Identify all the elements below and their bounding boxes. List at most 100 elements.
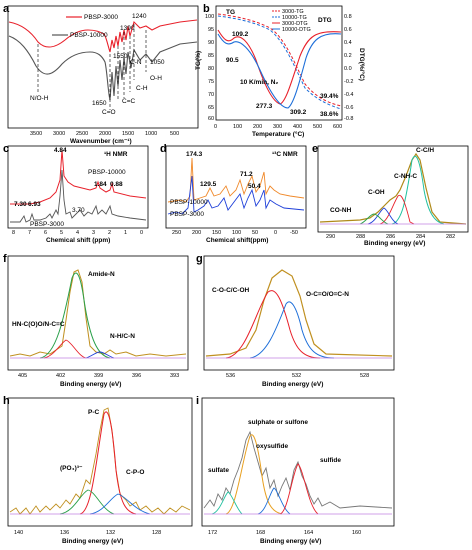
ann-ocooc: O-C=O/O=C-N [306,291,349,298]
panel-e-label: e [312,143,318,155]
ann-co: C=O [102,109,116,116]
svg-text:288: 288 [356,234,365,240]
svg-text:3: 3 [92,230,95,236]
panel-b-label: b [203,3,210,15]
p2p-data [9,407,191,515]
s2p-fit-sulfide [279,463,319,515]
panel-e: e C-C/H C-NH-C C-OH CO-NH 290 288 286 28… [312,143,469,247]
n1s-fit-amide [39,272,111,359]
panel-c-frame [7,145,149,229]
svg-text:75: 75 [208,79,214,85]
ann-oh: O-H [150,75,162,82]
svg-text:2: 2 [108,230,111,236]
ann-309: 309.2 [290,109,307,116]
panel-b-frame [215,5,343,121]
n1s-fit-hnc [43,339,87,359]
panel-b-xlabel: Temperature (°C) [252,130,304,138]
panel-a-label: a [3,3,10,15]
panel-h: h P-C (PO₄)³⁻ C-P-O 140 136 132 128 Bind… [3,395,193,545]
svg-text:250: 250 [172,230,181,236]
svg-text:284: 284 [416,234,425,240]
svg-text:1: 1 [124,230,127,236]
panel-b-ylabel-right: DTG(%/°C) [358,48,366,81]
panel-e-frame [317,145,469,233]
svg-text:300: 300 [273,124,282,130]
panel-i-xlabel: Binding energy (eV) [260,538,321,545]
hnmr-curve-pbsp10000 [10,149,147,205]
panel-f-label: f [3,253,7,265]
ann-sulfate: sulfate [208,467,229,474]
ann-39: 39.4% [320,93,339,100]
svg-text:164: 164 [304,530,313,536]
ann-conh: CO-NH [330,207,352,214]
svg-text:100: 100 [232,230,241,236]
svg-text:172: 172 [208,530,217,536]
p2p-fit-po4 [59,489,115,515]
cnmr-curve-pbsp3000 [167,175,305,215]
panel-g-xticks: 536 532 528 [226,373,369,379]
p2p-fit-pc [79,411,137,515]
svg-text:85: 85 [208,53,214,59]
cnmr-curve-pbsp10000 [167,157,305,203]
svg-text:2000: 2000 [99,131,111,137]
svg-text:160: 160 [352,530,361,536]
o1s-envelope [205,269,393,357]
panel-d: d ¹³C NMR 174.3 129.5 71.2 50.4 PBSP-100… [160,143,307,244]
dtg-curve-10000 [217,33,342,109]
ann-cnhc: C-NH-C [394,173,417,180]
ann-noh: N/O-H [30,95,49,102]
legend-pbsp3000-c: PBSP-3000 [30,221,64,228]
svg-text:1000: 1000 [145,131,157,137]
panel-f-xticks: 405 402 399 396 393 [18,373,179,379]
svg-text:536: 536 [226,373,235,379]
ann-amide: Amide-N [88,271,115,278]
svg-text:150: 150 [212,230,221,236]
svg-text:532: 532 [292,373,301,379]
ann-cpo: C-P-O [126,469,144,476]
n1s-data [9,269,187,357]
svg-text:3000-TG: 3000-TG [282,9,304,15]
svg-text:5: 5 [60,230,63,236]
svg-text:3000-DTG: 3000-DTG [282,21,308,27]
svg-text:600: 600 [333,124,342,130]
panel-a: a PBSP-3000 PBSP-10000 N/O-H 1650 C=O 15… [3,3,199,145]
svg-text:3000: 3000 [53,131,65,137]
dtg-curve-3000 [217,29,342,105]
s2p-fit-sulphate [225,434,283,515]
o1s-fit-coc [225,290,321,359]
ann-38: 38.6% [320,111,339,118]
panel-h-label: h [3,395,10,407]
ann-1240: 1240 [132,13,147,20]
panel-e-xlabel: Binding energy (eV) [364,240,425,247]
ann-1743: 174.3 [186,151,203,158]
panel-h-frame [7,397,193,527]
panel-b: b 3000-TG 10000-TG 3000-DTG 10000-DTG TG… [195,3,366,138]
c1s-fit-cc [391,155,445,225]
svg-text:402: 402 [56,373,65,379]
svg-text:528: 528 [360,373,369,379]
svg-text:200: 200 [253,124,262,130]
svg-text:200: 200 [192,230,201,236]
legend-pbsp10000-c: PBSP-10000 [88,169,126,176]
ann-cch: C-C/H [416,147,434,154]
ann-90: 90.5 [226,57,239,64]
ann-504: 50.4 [248,183,261,190]
svg-text:2500: 2500 [76,131,88,137]
ann-184: 1.84 [94,181,107,188]
svg-text:132: 132 [106,530,115,536]
svg-text:405: 405 [18,373,27,379]
svg-text:136: 136 [60,530,69,536]
ann-cn: C-N [130,59,142,66]
panel-c-label: c [3,143,9,155]
svg-text:500: 500 [313,124,322,130]
svg-text:8: 8 [12,230,15,236]
ann-sulphate: sulphate or sulfone [248,419,308,426]
svg-text:140: 140 [14,530,23,536]
ann-712: 71.2 [240,171,253,178]
svg-text:0: 0 [274,230,277,236]
svg-text:100: 100 [233,124,242,130]
ann-coh-e: C-OH [368,189,385,196]
svg-text:-0.6: -0.6 [344,105,353,111]
ann-tg: TG [226,9,235,16]
